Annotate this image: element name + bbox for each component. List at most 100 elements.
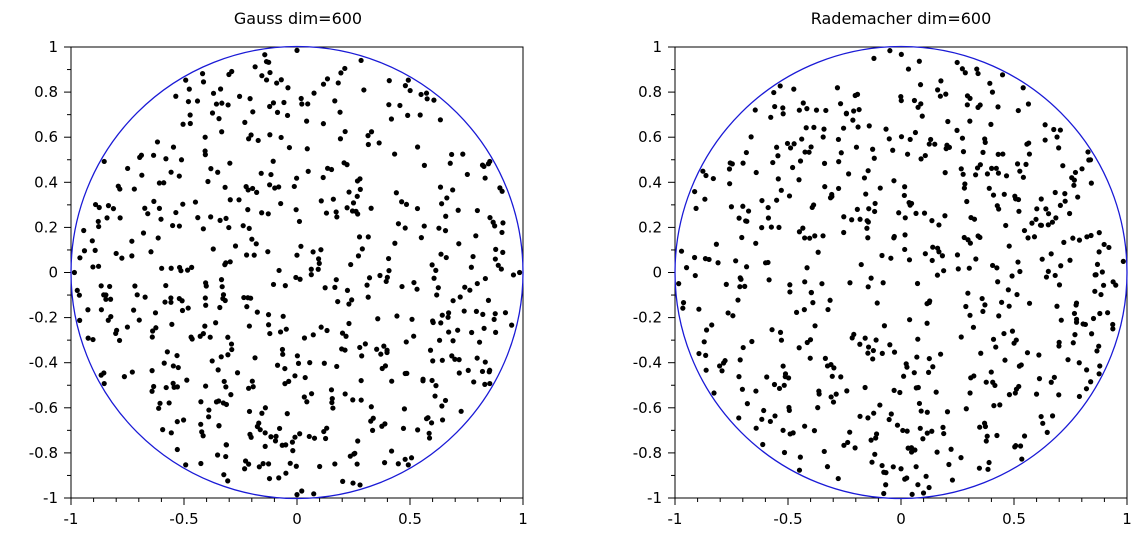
- data-point: [1043, 274, 1050, 280]
- data-point: [1070, 235, 1076, 241]
- data-point: [879, 350, 885, 356]
- data-point: [865, 235, 871, 241]
- data-point: [973, 256, 979, 262]
- data-point: [995, 279, 1001, 285]
- data-point: [1023, 161, 1029, 167]
- data-point: [219, 129, 225, 135]
- data-point: [999, 72, 1006, 78]
- data-point: [1009, 328, 1016, 334]
- data-point: [996, 313, 1002, 319]
- data-point: [285, 85, 291, 91]
- data-point: [849, 217, 855, 223]
- data-point: [1019, 456, 1025, 462]
- data-point: [943, 91, 949, 97]
- data-point: [1088, 180, 1094, 186]
- data-point: [368, 404, 374, 410]
- y-tick-label: -0.8: [29, 444, 58, 462]
- data-point: [915, 336, 921, 342]
- data-point: [776, 224, 782, 231]
- data-point: [786, 407, 792, 413]
- data-point: [274, 109, 281, 115]
- data-point: [954, 127, 960, 133]
- data-point: [189, 264, 195, 270]
- data-point: [913, 385, 919, 391]
- data-point: [429, 377, 435, 384]
- data-point: [329, 396, 335, 402]
- data-point: [450, 187, 456, 193]
- data-point: [945, 118, 951, 125]
- data-point: [944, 409, 951, 415]
- data-point: [823, 107, 829, 114]
- data-point: [334, 214, 340, 220]
- data-point: [768, 114, 774, 120]
- data-point: [150, 328, 156, 334]
- data-point: [213, 320, 219, 326]
- data-point: [400, 425, 407, 432]
- data-point: [375, 316, 381, 322]
- data-point: [208, 166, 214, 172]
- data-point: [1013, 337, 1019, 343]
- data-point: [223, 442, 229, 448]
- data-point: [439, 312, 445, 318]
- data-point: [247, 96, 253, 102]
- data-point: [308, 391, 315, 397]
- data-point: [284, 112, 291, 119]
- data-point: [358, 57, 364, 64]
- data-point: [160, 427, 166, 433]
- data-point: [92, 201, 99, 208]
- data-point: [743, 264, 750, 270]
- data-point: [1085, 149, 1091, 155]
- data-point: [342, 65, 348, 72]
- data-point: [145, 211, 151, 217]
- data-point: [1026, 140, 1032, 146]
- data-point: [801, 307, 807, 313]
- data-point: [152, 310, 159, 316]
- data-point: [1016, 383, 1022, 390]
- data-point: [977, 424, 983, 430]
- data-point: [236, 197, 242, 203]
- data-point: [431, 97, 437, 103]
- data-point: [717, 363, 723, 369]
- data-point: [828, 394, 834, 400]
- data-point: [819, 281, 825, 287]
- data-point: [173, 93, 179, 99]
- data-point: [784, 140, 791, 147]
- data-point: [242, 119, 248, 125]
- data-point: [430, 319, 436, 326]
- data-point: [980, 149, 986, 155]
- data-point: [1039, 256, 1045, 262]
- data-point: [871, 55, 877, 62]
- y-tick-label: -0.6: [29, 399, 58, 417]
- data-point: [129, 238, 135, 244]
- data-point: [891, 349, 898, 355]
- data-point: [474, 207, 480, 214]
- data-point: [246, 385, 252, 391]
- data-point: [991, 403, 997, 409]
- data-point: [85, 335, 91, 341]
- data-point: [368, 205, 374, 211]
- data-point: [274, 362, 281, 368]
- data-point: [975, 70, 981, 77]
- data-point: [1036, 352, 1042, 358]
- data-point: [1105, 310, 1111, 316]
- data-point: [850, 117, 856, 123]
- data-point: [377, 272, 383, 279]
- data-point: [835, 185, 842, 192]
- data-point: [775, 176, 781, 182]
- data-point: [1048, 251, 1054, 257]
- data-point: [703, 327, 710, 333]
- data-point: [430, 358, 436, 364]
- data-point: [715, 260, 721, 266]
- data-point: [414, 144, 421, 150]
- data-point: [1045, 222, 1051, 228]
- data-point: [223, 453, 229, 460]
- data-point: [749, 338, 755, 345]
- data-point: [194, 98, 201, 104]
- x-tick-label: -0.5: [773, 510, 802, 528]
- data-point: [158, 216, 164, 222]
- data-point: [324, 76, 331, 82]
- data-point: [888, 255, 894, 261]
- x-tick-label: -1: [64, 510, 79, 528]
- data-point: [942, 213, 948, 219]
- data-point: [776, 385, 783, 392]
